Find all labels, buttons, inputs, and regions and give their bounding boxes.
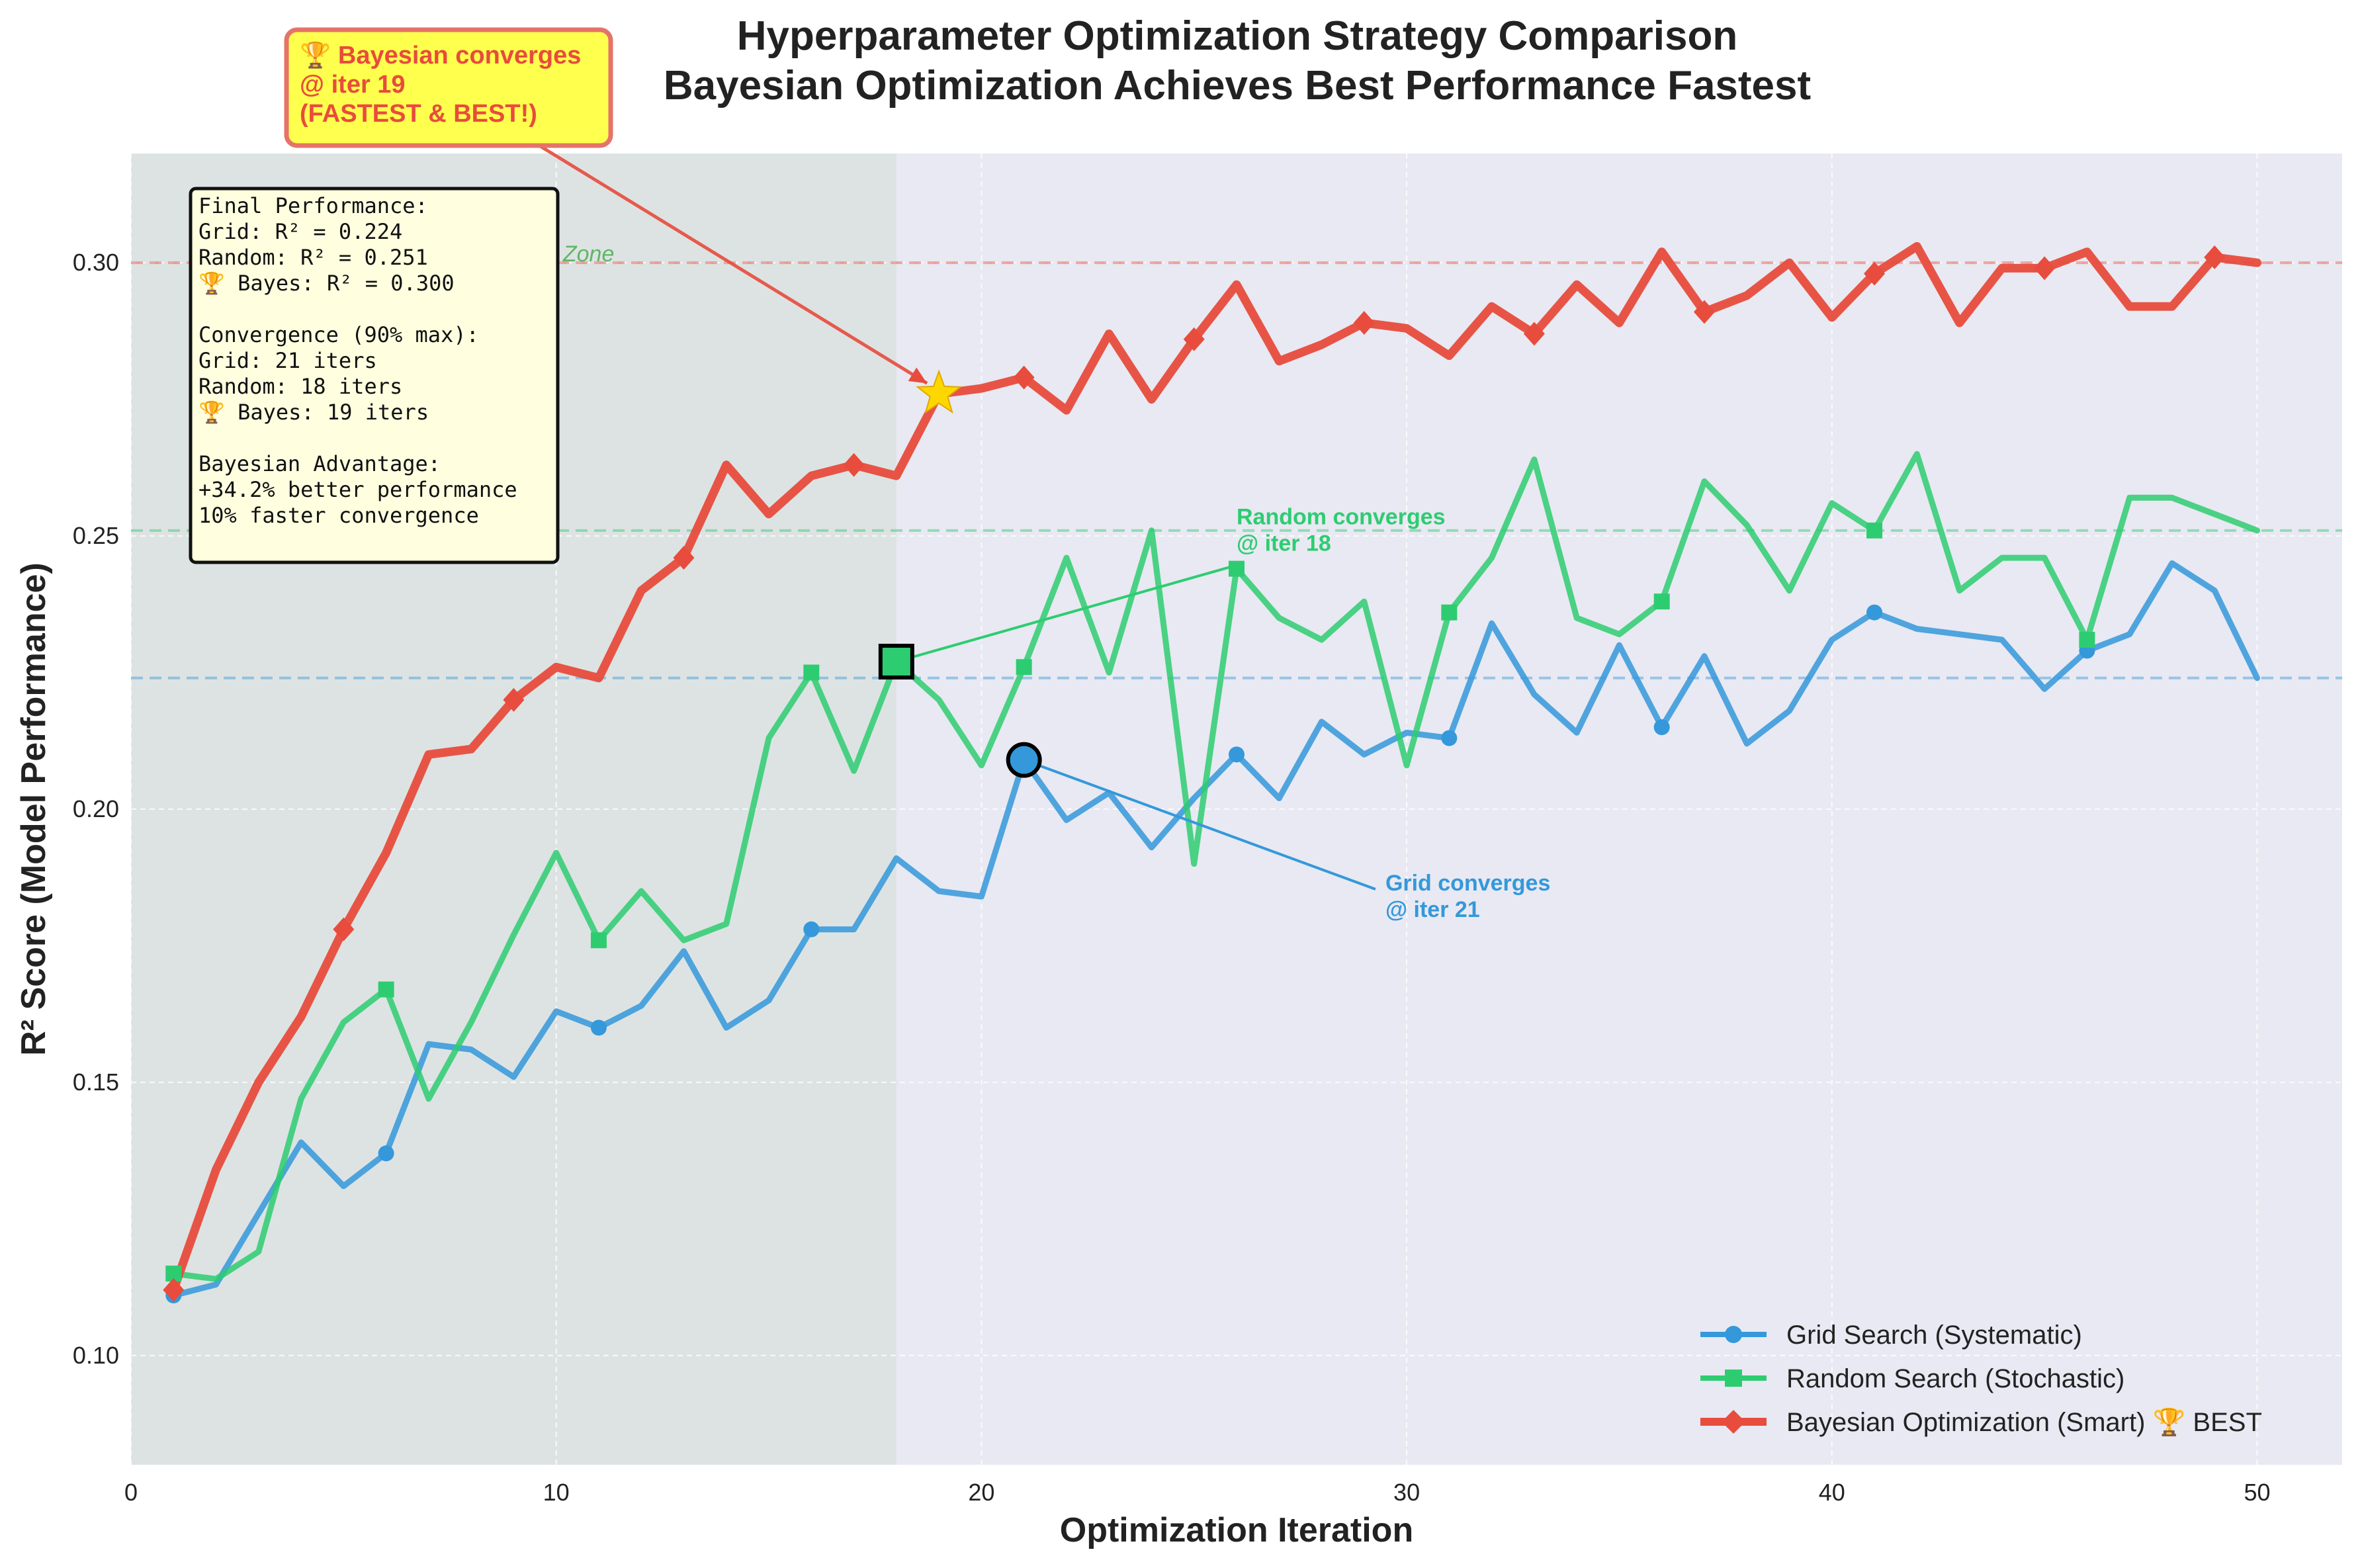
legend-label-random: Random Search (Stochastic) [1786,1364,2124,1393]
legend-label-bayes: Bayesian Optimization (Smart) 🏆 BEST [1786,1407,2262,1437]
stats-line: Final Performance: [198,193,428,218]
stats-line: 🏆 Bayes: R² = 0.300 [198,271,455,296]
chart-title: Hyperparameter Optimization Strategy Com… [737,13,1737,59]
x-tick-label: 10 [543,1479,570,1506]
grid-convergence-label: Grid converges @ iter 21 [1385,871,1557,922]
marker-bayes [1523,322,1545,346]
stats-line: Random: 18 iters [198,374,402,399]
bayes-convergence-arrow [538,144,928,385]
marker-random [1016,659,1032,675]
marker-grid [1441,730,1458,746]
marker-random [378,981,394,998]
stats-line: Convergence (90% max): [198,322,479,347]
stats-line: Grid: R² = 0.224 [198,219,402,244]
random-convergence-marker [878,644,914,680]
stats-box [189,187,560,564]
reference-lines [131,261,2342,679]
y-axis: 0.10 0.15 0.20 0.25 0.30 [73,249,119,1369]
marker-bayes [843,453,865,477]
x-tick-label: 0 [124,1479,138,1506]
stats-line: 🏆 Bayes: 19 iters [198,400,429,425]
grid-convergence-label-line1: Grid converges [1385,871,1550,896]
legend: Grid Search (Systematic) Random Search (… [1700,1321,2262,1437]
marker-grid [1653,719,1670,736]
stats-line: Grid: 21 iters [198,348,377,373]
marker-grid [1866,604,1883,621]
marker-bayes [503,687,525,712]
stats-line: Bayesian Advantage: [198,451,441,476]
marker-bayes [1183,327,1205,351]
marker-bayes [2204,245,2226,269]
stats-line: Random: R² = 0.251 [198,245,428,270]
x-axis: 0 10 20 30 40 50 [124,1479,2271,1506]
marker-grid [803,921,820,937]
stats-line: +34.2% better performance [198,477,517,502]
marker-bayes [333,917,355,941]
legend-item-grid: Grid Search (Systematic) [1700,1321,2082,1350]
grid-convergence-arrow [1023,758,1376,891]
y-tick-label: 0.30 [73,249,119,276]
marker-random [590,932,607,949]
marker-bayes [1864,261,1886,286]
legend-marker-random [1725,1370,1742,1387]
y-tick-label: 0.15 [73,1068,119,1096]
chart-subtitle: Bayesian Optimization Achieves Best Perf… [664,63,1811,109]
marker-random [1229,560,1245,577]
stats-text: Final Performance: Grid: R² = 0.224 Random… [198,193,517,528]
bayes-callout-text: 🏆 Bayesian converges @ iter 19 (FASTEST … [300,40,588,128]
random-convergence-label-line1: Random converges [1237,505,1446,530]
marker-random [2079,631,2095,648]
bayes-callout-line1: 🏆 Bayesian converges [300,40,581,69]
marker-grid [1229,746,1245,763]
bayes-convergence-star [916,369,963,414]
bayes-callout-box [284,27,613,148]
marker-bayes [1693,300,1715,324]
legend-marker-bayes [1722,1410,1745,1434]
marker-bayes [1013,365,1035,390]
legend-marker-grid [1725,1326,1742,1343]
x-tick-label: 50 [2244,1479,2270,1506]
y-tick-label: 0.10 [73,1342,119,1369]
legend-item-random: Random Search (Stochastic) [1700,1364,2124,1393]
bayes-callout-line3: (FASTEST & BEST!) [300,100,537,128]
marker-bayes [163,1278,185,1302]
y-axis-label: R² Score (Model Performance) [15,562,53,1056]
x-tick-label: 20 [968,1479,994,1506]
legend-label-grid: Grid Search (Systematic) [1786,1321,2082,1350]
legend-item-bayes: Bayesian Optimization (Smart) 🏆 BEST [1700,1407,2262,1437]
marker-random [1866,522,1883,539]
marker-bayes [1353,311,1375,335]
series-lines [169,241,2261,1299]
y-tick-label: 0.20 [73,795,119,822]
marker-random [1441,604,1458,621]
y-tick-label: 0.25 [73,522,119,549]
grid-lines [130,153,2342,1465]
marker-grid [378,1145,394,1162]
series-line-bayes [169,241,2261,1295]
x-tick-label: 30 [1393,1479,1420,1506]
bayes-callout-line2: @ iter 19 [300,71,406,99]
marker-random [1653,593,1670,610]
marker-bayes [2034,256,2056,281]
grid-convergence-label-line2: @ iter 21 [1385,897,1480,922]
x-tick-label: 40 [1819,1479,1845,1506]
random-convergence-label-line2: @ iter 18 [1237,531,1331,556]
marker-random [803,664,820,681]
marker-bayes [673,546,695,570]
annotations: Grid converges @ iter 21 Random converge… [284,27,1557,922]
random-convergence-arrow [896,564,1234,663]
grid-convergence-marker [1006,742,1042,778]
series-line-grid [170,560,2260,1299]
random-convergence-label: Random converges @ iter 18 [1237,505,1452,556]
stats-line: 10% faster convergence [198,503,479,528]
marker-grid [590,1020,607,1036]
series-line-random [170,451,2260,1282]
bayes-arrow-head [908,367,928,384]
x-axis-label: Optimization Iteration [1060,1511,1413,1549]
